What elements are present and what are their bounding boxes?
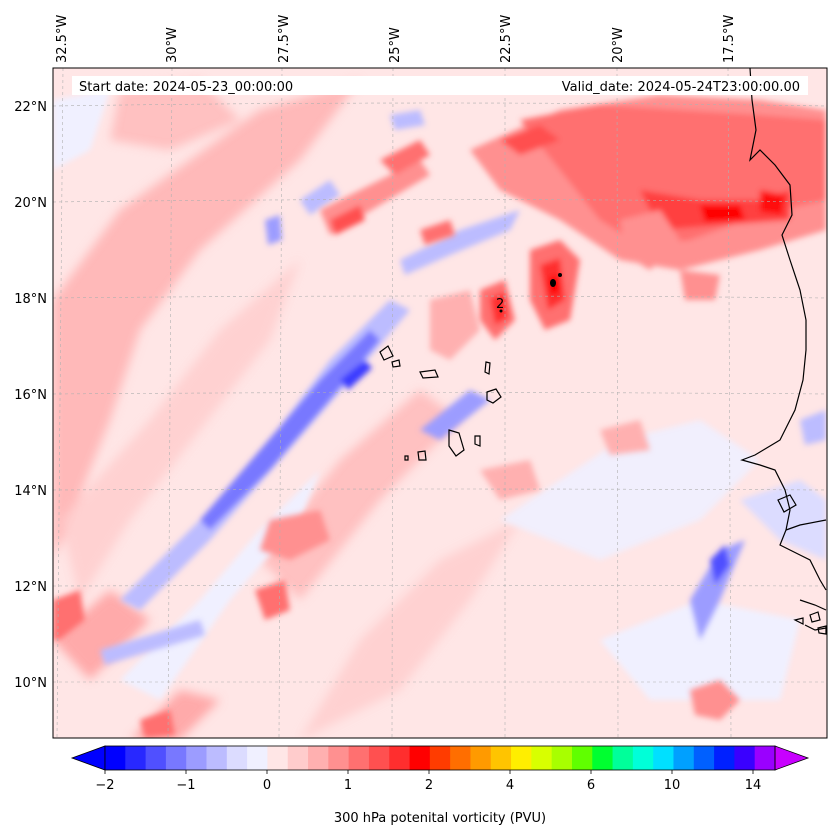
colorbar-tick-label: 2 <box>425 778 433 793</box>
colorbar-cell <box>267 746 289 770</box>
colorbar-cell <box>125 746 146 770</box>
colorbar-cell <box>551 746 573 770</box>
lon-label: 17.5°W <box>722 15 737 63</box>
latitude-labels: 22°N 20°N 18°N 16°N 14°N 12°N 10°N <box>14 100 47 691</box>
colorbar-tick-label: −1 <box>176 778 195 793</box>
lon-label: 30°W <box>165 27 180 63</box>
lat-label: 16°N <box>14 388 47 403</box>
colorbar-cell <box>145 746 167 770</box>
lon-label: 25°W <box>388 27 403 63</box>
colorbar-cell <box>226 746 248 770</box>
map-gridlines <box>53 68 827 738</box>
colorbar-cell <box>754 746 776 770</box>
colorbar: −2 −1 0 1 2 4 6 10 14 300 hPa potenital … <box>70 745 810 826</box>
colorbar-cell <box>470 746 492 770</box>
valid-date-text: Valid_date: 2024-05-24T23:00:00.00 <box>562 80 800 95</box>
info-box <box>72 76 808 95</box>
cape-verde-boa-vista <box>486 388 502 404</box>
colorbar-extend-high <box>774 745 810 771</box>
coastline <box>379 68 827 635</box>
colorbar-cell <box>368 746 390 770</box>
pv-maxima-markers <box>499 273 562 313</box>
colorbar-tick-label: 0 <box>263 778 271 793</box>
colorbar-cell <box>571 746 593 770</box>
cape-verde-fogo <box>417 450 427 461</box>
colorbar-cell <box>673 746 695 770</box>
longitude-labels: 32.5°W 30°W 27.5°W 25°W 22.5°W 20°W 17.5… <box>55 15 737 63</box>
colorbar-cell <box>409 746 431 770</box>
contour-label: 2 <box>496 297 504 312</box>
lon-label: 27.5°W <box>277 15 292 63</box>
colorbar-cell <box>186 746 207 770</box>
cape-verde-sal <box>484 361 491 375</box>
pv-field-positive <box>53 95 826 738</box>
colorbar-tick-label: 14 <box>745 778 762 793</box>
lat-label: 18°N <box>14 292 47 307</box>
colorbar-cell <box>328 746 350 770</box>
colorbar-cell <box>105 746 126 770</box>
colorbar-cell <box>653 746 674 770</box>
colorbar-cell <box>450 746 471 770</box>
colorbar-ticks <box>104 770 754 774</box>
colorbar-tick-label: −2 <box>95 778 114 793</box>
colorbar-tick-label: 10 <box>664 778 681 793</box>
colorbar-cell <box>632 746 654 770</box>
colorbar-cell <box>592 746 613 770</box>
lat-label: 12°N <box>14 580 47 595</box>
colorbar-cell <box>348 746 370 770</box>
colorbar-title: 300 hPa potenital vorticity (PVU) <box>334 811 546 826</box>
colorbar-cell <box>287 746 309 770</box>
cape-verde-sao-nicolau <box>419 369 439 379</box>
cape-verde-brava <box>404 455 409 461</box>
colorbar-cell <box>247 746 268 770</box>
cape-verde-maio <box>474 435 481 447</box>
lat-label: 14°N <box>14 484 47 499</box>
africa-coastline <box>740 68 827 591</box>
senegal-inlet <box>777 494 797 513</box>
cape-verde-sao-vicente <box>391 359 401 368</box>
colorbar-extend-low <box>70 745 106 771</box>
gambia-river-outline <box>785 519 827 531</box>
lat-label: 10°N <box>14 676 47 691</box>
lat-label: 22°N <box>14 100 47 115</box>
colorbar-cell <box>531 746 553 770</box>
lon-label: 20°W <box>611 27 626 63</box>
colorbar-cell <box>490 746 512 770</box>
colorbar-tick-label: 4 <box>506 778 514 793</box>
colorbar-cell <box>308 746 329 770</box>
colorbar-tick-label: 6 <box>587 778 595 793</box>
colorbar-cells <box>105 746 776 770</box>
bijagos-islands <box>793 611 827 635</box>
lon-label: 22.5°W <box>499 15 514 63</box>
colorbar-cell <box>693 746 715 770</box>
colorbar-cell <box>389 746 410 770</box>
colorbar-cell <box>206 746 228 770</box>
colorbar-frame <box>104 745 776 771</box>
cape-verde-santiago <box>448 429 465 457</box>
colorbar-cell <box>612 746 634 770</box>
lat-label: 20°N <box>14 196 47 211</box>
colorbar-cell <box>511 746 532 770</box>
bissagos-coast <box>799 599 827 631</box>
pv-field-negative <box>100 110 826 665</box>
colorbar-cell <box>165 746 187 770</box>
colorbar-cell <box>714 746 735 770</box>
colorbar-tick-label: 1 <box>344 778 352 793</box>
colorbar-cell <box>429 746 451 770</box>
start-date-text: Start date: 2024-05-23_00:00:00 <box>79 80 293 95</box>
cape-verde-santo-antao <box>379 345 394 361</box>
map-frame <box>52 67 828 739</box>
colorbar-cell <box>734 746 756 770</box>
map-panel <box>53 68 827 738</box>
lon-label: 32.5°W <box>55 15 70 63</box>
